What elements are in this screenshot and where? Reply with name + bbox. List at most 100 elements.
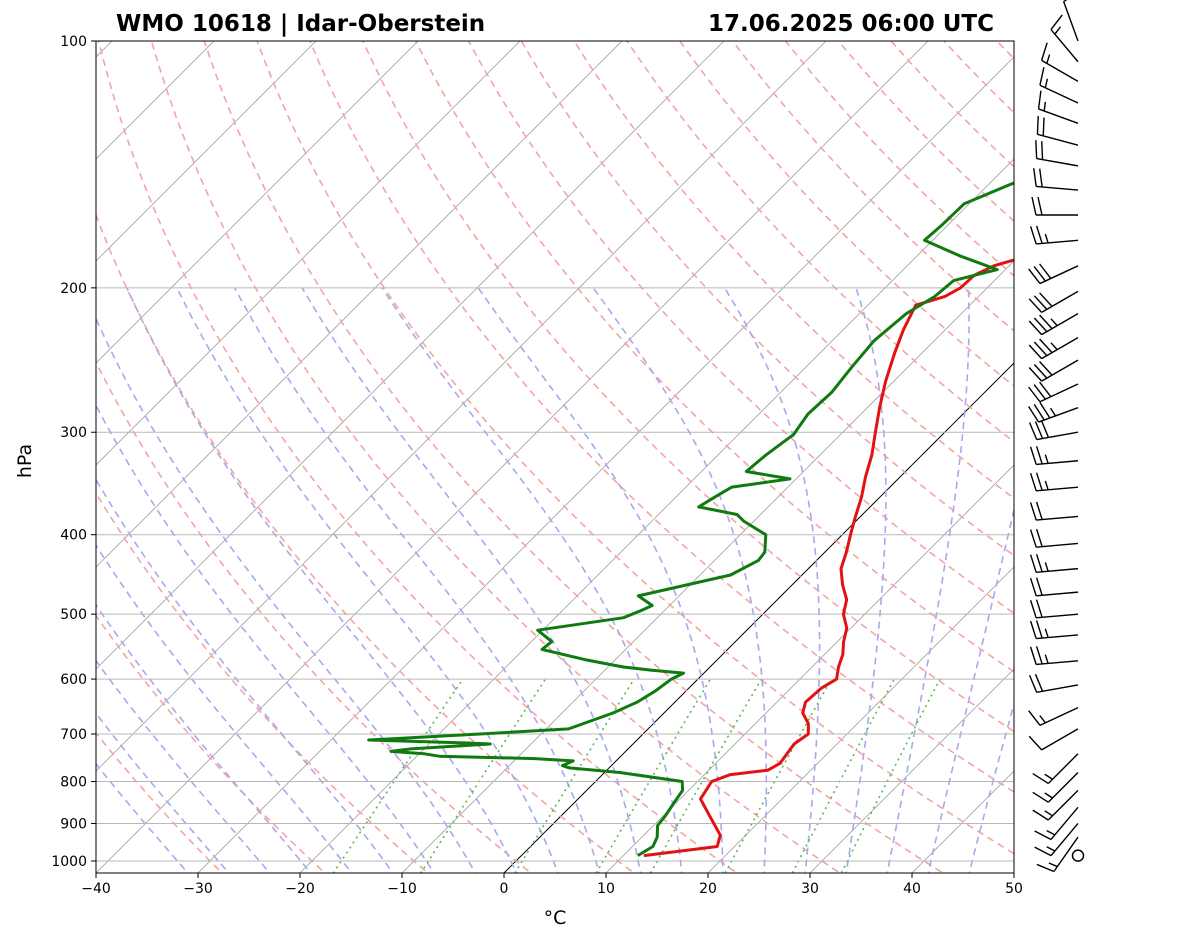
- isotherm-line: [809, 668, 1014, 873]
- x-tick-label: −20: [285, 881, 315, 897]
- y-tick-label: 600: [60, 672, 87, 688]
- mixing-ratio-line: [595, 678, 712, 873]
- x-tick-label: 10: [597, 881, 615, 897]
- wind-barb: [1029, 501, 1079, 521]
- isotherm-line: [1013, 872, 1014, 873]
- wind-barb: [1028, 402, 1079, 423]
- wind-barb: [1028, 728, 1079, 751]
- x-tick-label: 50: [1005, 881, 1023, 897]
- dry-adiabat-line: [96, 212, 636, 873]
- wind-barb: [1029, 599, 1079, 619]
- x-tick-label: 40: [903, 881, 921, 897]
- wind-barb: [1029, 446, 1079, 466]
- moist-adiabat-line: [968, 701, 1014, 873]
- wind-barb: [1028, 381, 1079, 403]
- wind-barb: [1029, 472, 1079, 492]
- dry-adiabat-line: [96, 491, 430, 873]
- wind-barb: [1034, 823, 1079, 857]
- y-tick-label: 800: [60, 775, 87, 791]
- moist-adiabat-line: [96, 477, 394, 873]
- isotherm-line: [605, 464, 1014, 873]
- x-tick-label: −10: [387, 881, 417, 897]
- mixing-ratio-line: [332, 678, 464, 873]
- y-axis-ticks: 1000 900 800 700 600 500 400 300 200 100: [51, 34, 96, 870]
- wind-barb: [1032, 753, 1079, 785]
- isotherm-line: [707, 566, 1014, 873]
- zero-isotherm: [503, 362, 1014, 873]
- moist-adiabat-line: [927, 506, 1014, 873]
- wind-barb: [1050, 14, 1079, 63]
- dry-adiabat-line: [361, 41, 1014, 733]
- moist-adiabat-line: [176, 287, 559, 873]
- wind-barb: [1039, 67, 1079, 104]
- isotherm-line: [401, 260, 1014, 873]
- wind-barb: [1029, 528, 1079, 548]
- dry-adiabat-line: [96, 614, 327, 873]
- wind-barb: [1028, 337, 1079, 360]
- isotherm-line: [96, 41, 827, 772]
- wind-barb: [1031, 196, 1078, 216]
- plot-background: [96, 41, 1014, 873]
- mixing-ratio-line: [419, 678, 547, 873]
- x-tick-label: 20: [699, 881, 717, 897]
- moist-adiabat-line: [886, 287, 970, 873]
- wind-barb: [1028, 312, 1079, 336]
- moist-adiabat-line: [233, 287, 600, 873]
- moist-adiabat-line: [126, 287, 518, 873]
- moist-adiabat-line: [96, 403, 435, 873]
- wind-barbs: [1028, 0, 1085, 873]
- wind-barb: [1029, 620, 1079, 640]
- wind-barb: [1040, 42, 1079, 82]
- y-tick-label: 1000: [51, 854, 87, 870]
- moist-adiabat-line: [301, 287, 642, 873]
- x-tick-label: −30: [183, 881, 213, 897]
- dry-adiabat-line: [1032, 23, 1181, 879]
- moist-adiabat-line: [592, 287, 768, 873]
- plot-frame: [95, 40, 1015, 874]
- moist-adiabat-line: [477, 287, 724, 873]
- y-tick-label: 300: [60, 425, 87, 441]
- y-tick-label: 200: [60, 281, 87, 297]
- y-tick-label: 400: [60, 528, 87, 544]
- wind-barb: [1029, 646, 1079, 666]
- wind-barb: [1028, 290, 1079, 313]
- dry-adiabat-line: [1136, 23, 1181, 879]
- wind-barb: [1032, 772, 1079, 803]
- wind-barb: [1033, 168, 1079, 191]
- wind-barb: [1029, 577, 1079, 597]
- isotherm-line: [96, 41, 521, 466]
- sounding-profiles: [367, 181, 1014, 858]
- wind-barb: [1035, 140, 1079, 167]
- wind-barb: [1032, 789, 1079, 821]
- dewpoint-profile: [367, 181, 1014, 857]
- dry-adiabat-line: [1084, 23, 1181, 879]
- x-tick-label: 0: [500, 881, 509, 897]
- moist-adiabat-line: [845, 287, 887, 873]
- wind-barb: [1028, 673, 1079, 693]
- moist-adiabat-line: [96, 543, 353, 873]
- wind-barb: [1037, 90, 1079, 124]
- isotherm-line: [96, 41, 725, 670]
- wind-barb: [1029, 553, 1079, 573]
- dry-adiabat-line: [309, 41, 1014, 793]
- wind-barb: [1028, 420, 1079, 441]
- dry-adiabat-line: [96, 360, 533, 873]
- wind-barb: [1028, 263, 1079, 285]
- moist-adiabat-line: [96, 659, 271, 873]
- y-tick-label: 500: [60, 607, 87, 623]
- y-tick-label: 700: [60, 727, 87, 743]
- chart-title-right: 17.06.2025 06:00 UTC: [708, 11, 994, 37]
- wind-barb: [1028, 359, 1079, 382]
- wind-barb: [1036, 836, 1079, 873]
- dry-adiabat-line: [467, 41, 1014, 615]
- dry-adiabat-line: [203, 41, 945, 873]
- isotherm-line: [96, 41, 623, 568]
- mixing-ratio-line: [791, 678, 895, 873]
- wind-barb: [1028, 706, 1079, 726]
- wind-barb: [1071, 849, 1085, 862]
- x-axis-label: °C: [544, 907, 567, 929]
- x-tick-label: 30: [801, 881, 819, 897]
- temperature-profile: [643, 258, 1014, 858]
- isotherm-line: [911, 770, 1014, 873]
